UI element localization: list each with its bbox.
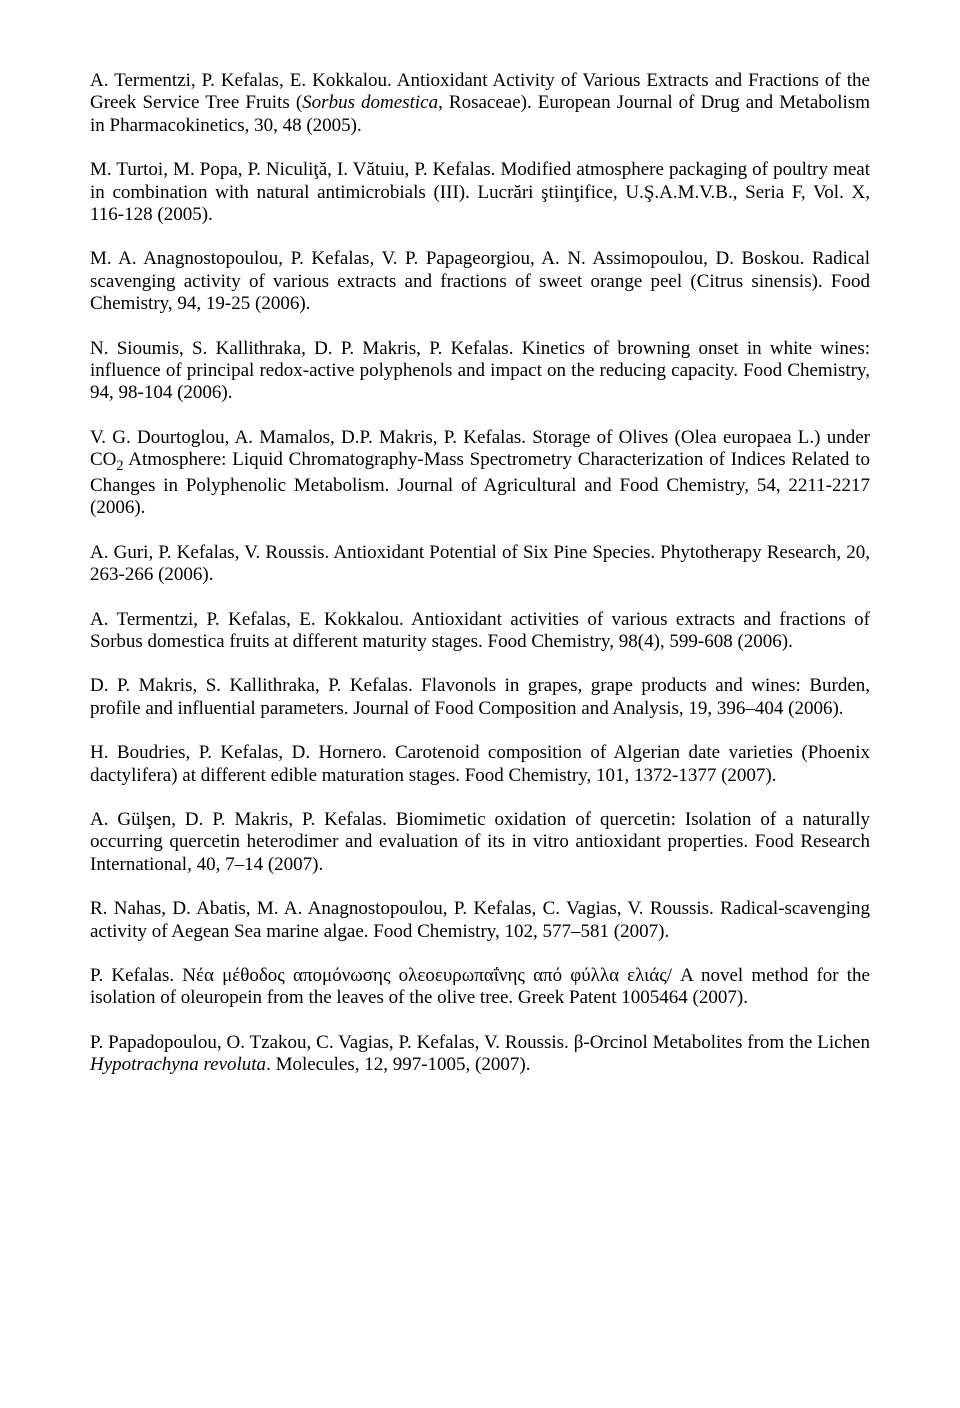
- reference-entry: H. Boudries, P. Kefalas, D. Hornero. Car…: [90, 742, 870, 787]
- reference-entry: A. Termentzi, P. Kefalas, E. Kokkalou. A…: [90, 609, 870, 654]
- reference-entry: P. Kefalas. Νέα μέθοδος απομόνωσης ολεοε…: [90, 965, 870, 1010]
- reference-entry: A. Guri, P. Kefalas, V. Roussis. Antioxi…: [90, 542, 870, 587]
- reference-entry: R. Nahas, D. Abatis, M. A. Anagnostopoul…: [90, 898, 870, 943]
- reference-entry: A. Termentzi, P. Kefalas, E. Kokkalou. A…: [90, 70, 870, 137]
- reference-entry: N. Sioumis, S. Kallithraka, D. P. Makris…: [90, 338, 870, 405]
- reference-entry: V. G. Dourtoglou, A. Mamalos, D.P. Makri…: [90, 427, 870, 520]
- reference-entry: P. Papadopoulou, O. Tzakou, C. Vagias, P…: [90, 1032, 870, 1077]
- reference-entry: A. Gülşen, D. P. Makris, P. Kefalas. Bio…: [90, 809, 870, 876]
- reference-entry: M. A. Anagnostopoulou, P. Kefalas, V. P.…: [90, 248, 870, 315]
- reference-entry: M. Turtoi, M. Popa, P. Niculiţă, I. Vătu…: [90, 159, 870, 226]
- page-content: A. Termentzi, P. Kefalas, E. Kokkalou. A…: [0, 0, 960, 1159]
- reference-entry: D. P. Makris, S. Kallithraka, P. Kefalas…: [90, 675, 870, 720]
